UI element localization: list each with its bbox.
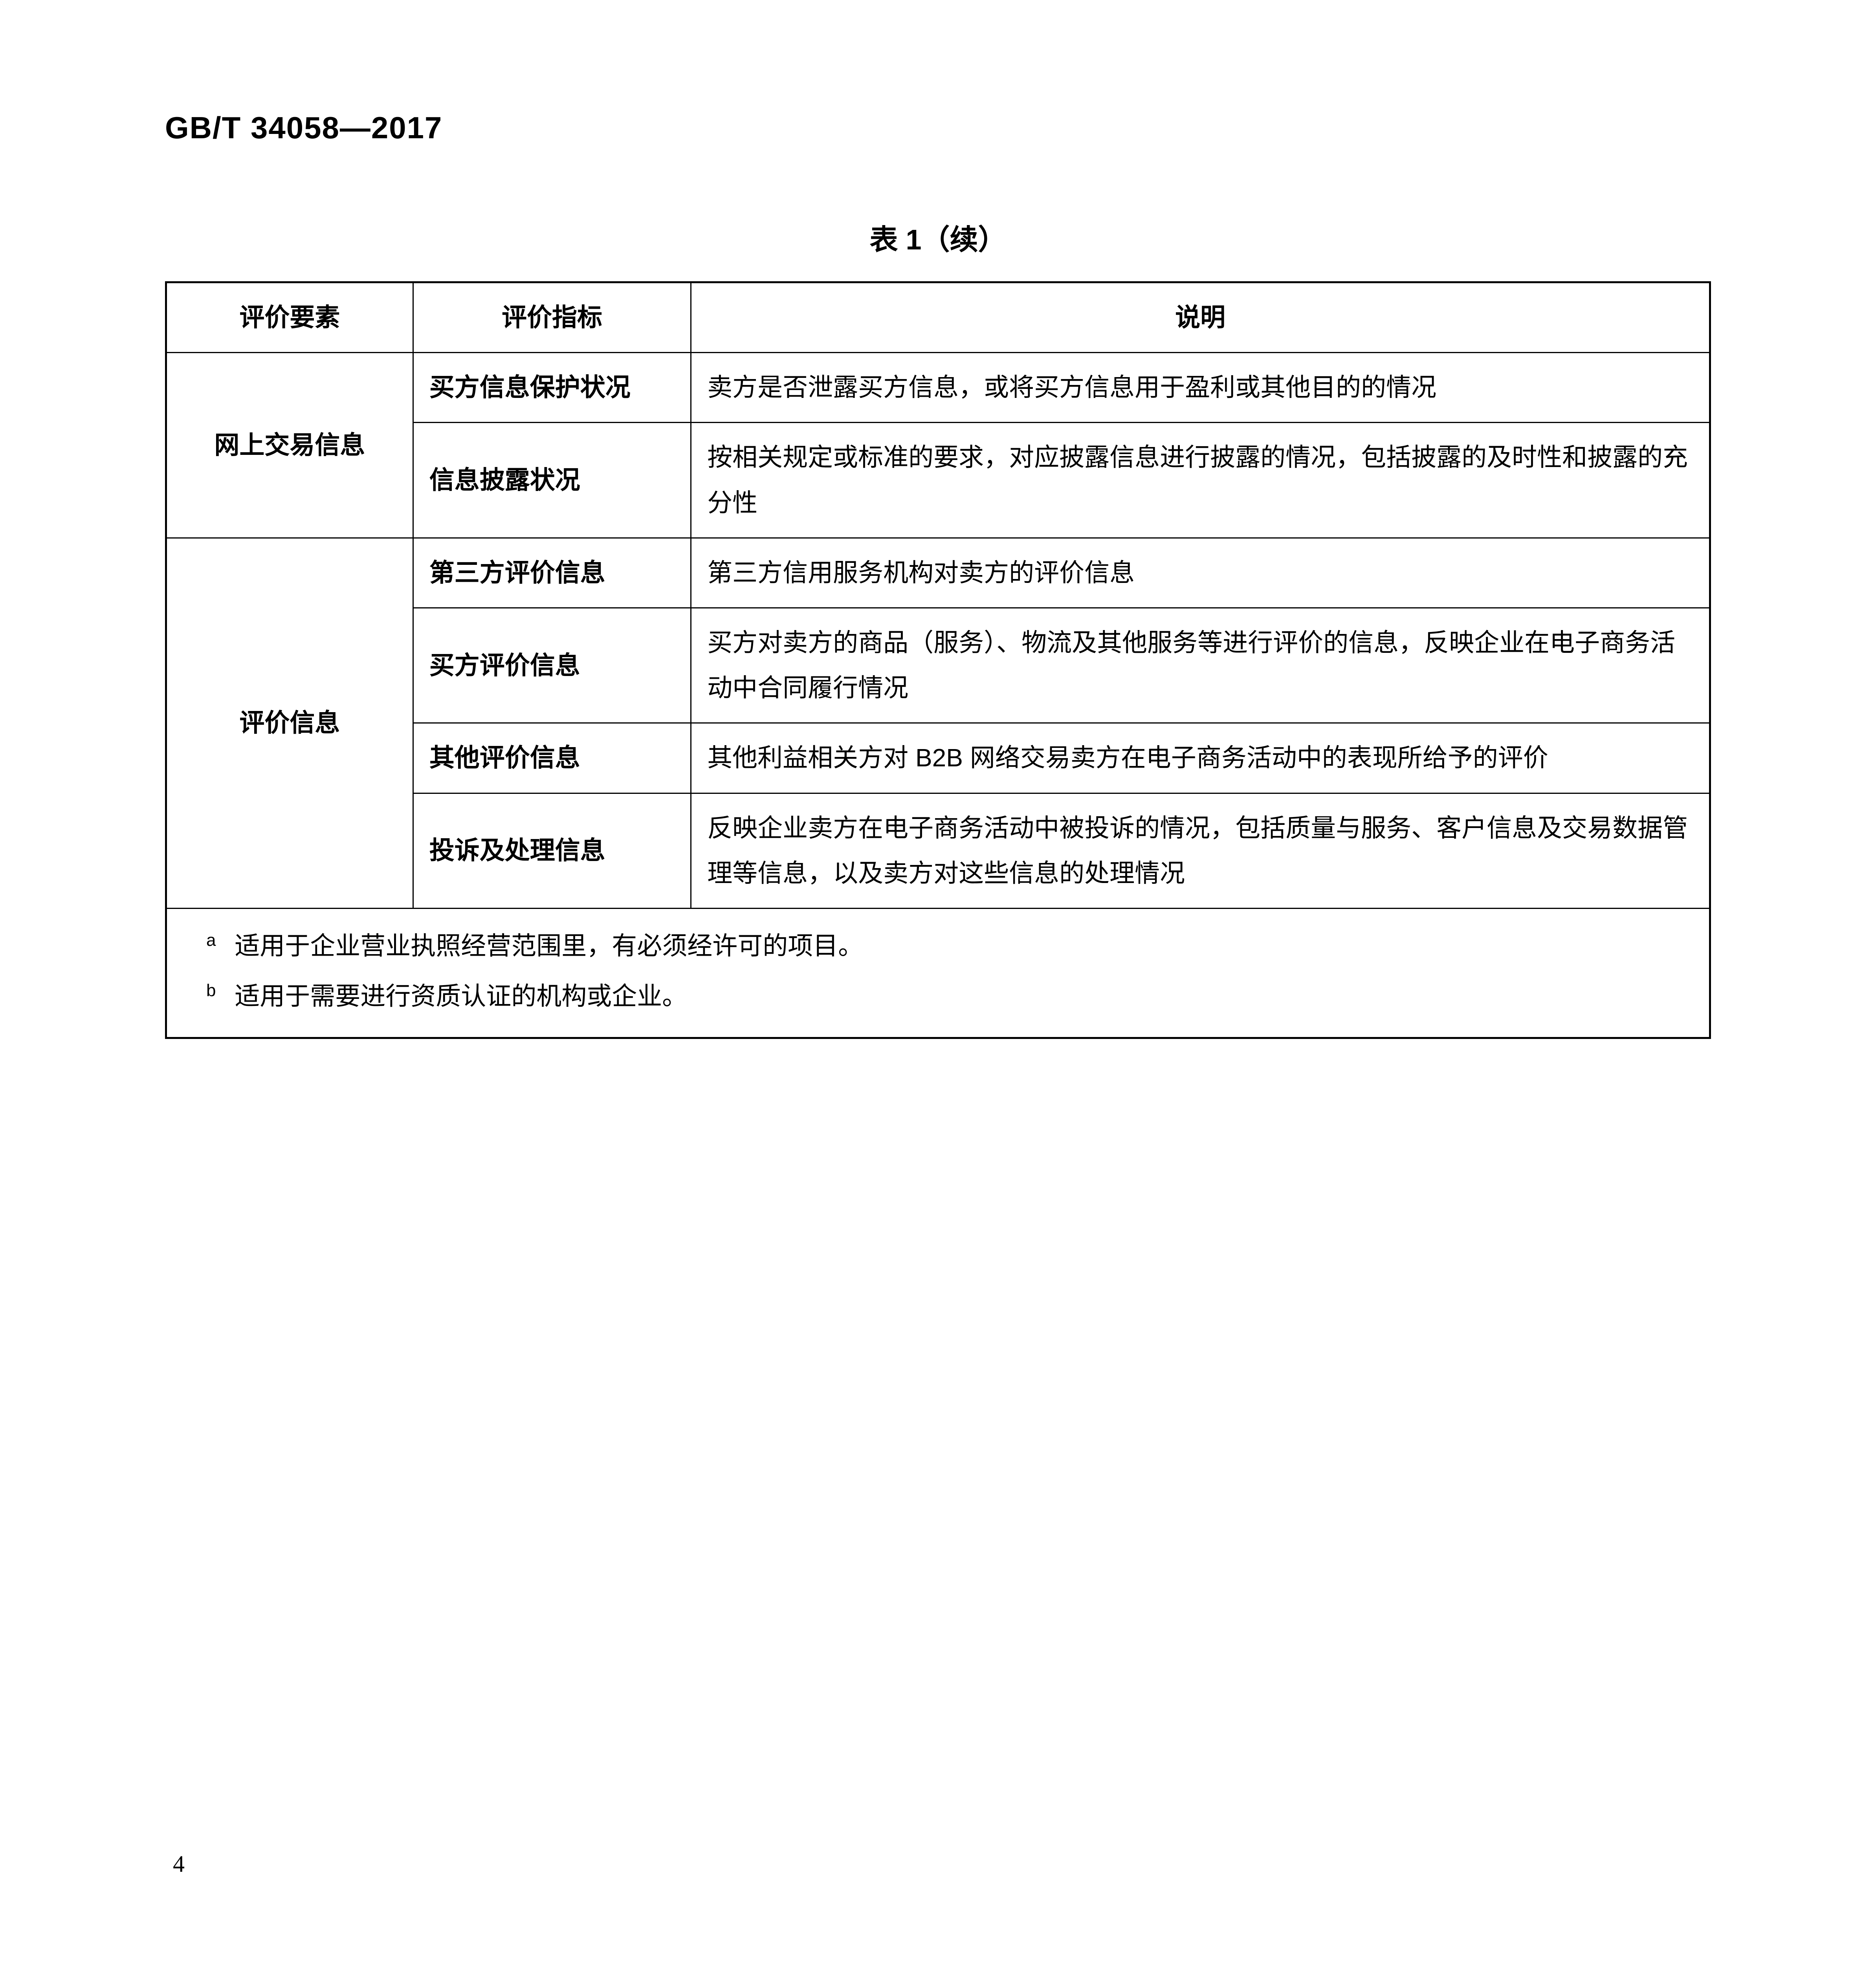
footnote-text-a: 适用于企业营业执照经营范围里，有必须经许可的项目。: [235, 932, 863, 960]
indicator-cell: 买方信息保护状况: [413, 353, 691, 423]
header-element: 评价要素: [166, 282, 413, 353]
table-header-row: 评价要素 评价指标 说明: [166, 282, 1710, 353]
description-cell: 按相关规定或标准的要求，对应披露信息进行披露的情况，包括披露的及时性和披露的充分…: [691, 423, 1710, 538]
description-cell: 其他利益相关方对 B2B 网络交易卖方在电子商务活动中的表现所给予的评价: [691, 723, 1710, 793]
description-cell: 第三方信用服务机构对卖方的评价信息: [691, 538, 1710, 608]
description-cell: 反映企业卖方在电子商务活动中被投诉的情况，包括质量与服务、客户信息及交易数据管理…: [691, 793, 1710, 908]
element-evaluation-info: 评价信息: [166, 538, 413, 908]
standard-number: GB/T 34058—2017: [165, 110, 1711, 146]
table-row: 网上交易信息 买方信息保护状况 卖方是否泄露买方信息，或将买方信息用于盈利或其他…: [166, 353, 1710, 423]
description-cell: 买方对卖方的商品（服务）、物流及其他服务等进行评价的信息，反映企业在电子商务活动…: [691, 608, 1710, 723]
table-row: 评价信息 第三方评价信息 第三方信用服务机构对卖方的评价信息: [166, 538, 1710, 608]
footnote-row: a 适用于企业营业执照经营范围里，有必须经许可的项目。 b 适用于需要进行资质认…: [166, 908, 1710, 1038]
header-description: 说明: [691, 282, 1710, 353]
header-indicator: 评价指标: [413, 282, 691, 353]
footnote-marker-a: a: [206, 931, 216, 950]
indicator-cell: 买方评价信息: [413, 608, 691, 723]
indicator-cell: 投诉及处理信息: [413, 793, 691, 908]
footnote-a: a 适用于企业营业执照经营范围里，有必须经许可的项目。: [206, 921, 1685, 971]
description-cell: 卖方是否泄露买方信息，或将买方信息用于盈利或其他目的的情况: [691, 353, 1710, 423]
evaluation-table: 评价要素 评价指标 说明 网上交易信息 买方信息保护状况 卖方是否泄露买方信息，…: [165, 281, 1711, 1039]
page-number: 4: [173, 1850, 185, 1878]
indicator-cell: 信息披露状况: [413, 423, 691, 538]
table-title: 表 1（续）: [165, 216, 1711, 258]
footnote-b: b 适用于需要进行资质认证的机构或企业。: [206, 971, 1685, 1021]
footnote-text-b: 适用于需要进行资质认证的机构或企业。: [235, 982, 687, 1010]
indicator-cell: 其他评价信息: [413, 723, 691, 793]
element-online-trade: 网上交易信息: [166, 353, 413, 538]
footnote-cell: a 适用于企业营业执照经营范围里，有必须经许可的项目。 b 适用于需要进行资质认…: [166, 908, 1710, 1038]
indicator-cell: 第三方评价信息: [413, 538, 691, 608]
footnote-marker-b: b: [206, 981, 216, 1000]
